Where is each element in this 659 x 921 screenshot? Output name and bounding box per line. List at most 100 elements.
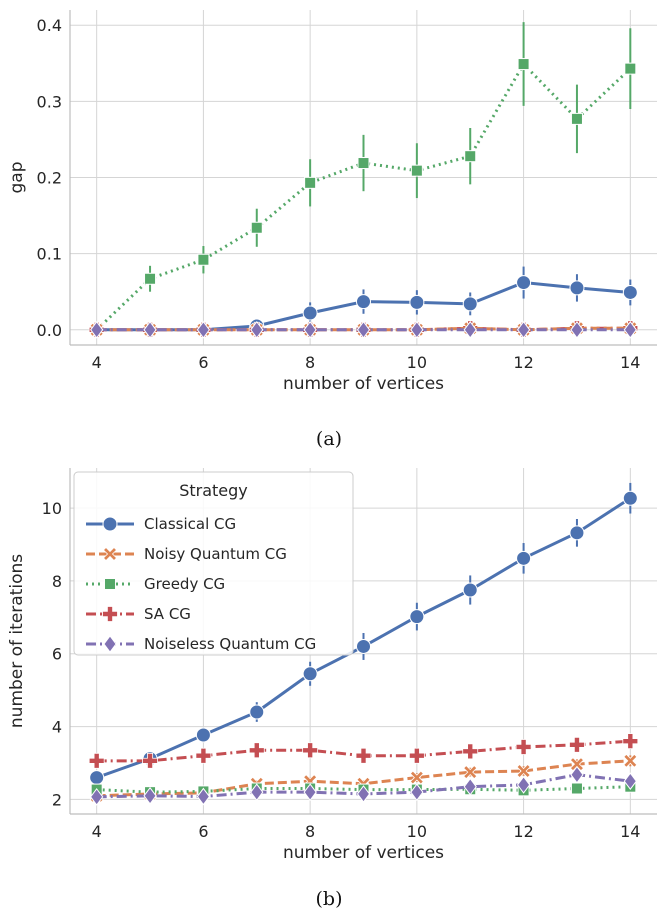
chart-a-plot: 4 6 8 10 12 14 0.0 0.1 0.2 0.3 0.4 number of vertic… (7, 10, 657, 394)
point-classical (302, 666, 318, 682)
point-sa (408, 747, 425, 764)
point-sa (142, 752, 158, 769)
chart-b-plot: 4 6 8 10 12 14 2 4 6 8 10 number of vertices number … (7, 468, 657, 863)
point-noisy (463, 765, 478, 780)
x-tick-label: 4 (92, 353, 102, 372)
point-sa (88, 752, 105, 769)
point-greedy (517, 58, 530, 71)
point-noiseless (196, 320, 211, 339)
point-noiseless (196, 787, 211, 806)
point-sa (462, 743, 479, 760)
y-tick-label: 0.1 (37, 245, 62, 264)
point-noiseless (463, 320, 477, 339)
y-axis-label: gap (7, 162, 27, 194)
legend-box (73, 471, 354, 656)
series-noiseless (90, 320, 637, 339)
legend-entry-greedy: Greedy CG (144, 575, 225, 593)
legend-entry-noiseless: Noiseless Quantum CG (144, 635, 316, 653)
point-noiseless (303, 320, 317, 339)
point-greedy (250, 221, 263, 234)
point-noiseless (570, 320, 584, 339)
x-tick-label: 12 (513, 822, 533, 841)
y-tick-label: 0.2 (37, 169, 62, 188)
point-classical (249, 704, 265, 720)
point-sa (569, 736, 585, 753)
point-greedy (357, 157, 370, 170)
point-noiseless (90, 788, 104, 806)
point-sa (515, 739, 532, 755)
point-sa (622, 733, 639, 750)
point-classical (569, 280, 585, 296)
point-sa (248, 742, 265, 759)
y-tick-label: 0.4 (37, 16, 62, 35)
point-noiseless (570, 765, 584, 784)
point-classical (569, 525, 585, 541)
point-sa (195, 747, 212, 764)
legend-entry-sa: SA CG (144, 605, 191, 623)
point-noisy (569, 757, 585, 772)
y-tick-label: 4 (52, 718, 62, 737)
legend-marker-greedy (104, 578, 116, 590)
y-tick-label: 8 (52, 572, 62, 591)
caption-b: (b) (316, 888, 343, 910)
y-tick-label: 6 (52, 645, 62, 664)
point-classical (302, 305, 318, 321)
point-classical (409, 294, 425, 310)
point-noisy (409, 770, 424, 785)
x-tick-label: 12 (513, 353, 533, 372)
series-sa (88, 733, 639, 769)
point-classical (195, 727, 211, 743)
legend-marker-classical (102, 516, 118, 532)
point-sa (302, 742, 319, 759)
x-tick-label: 14 (620, 822, 640, 841)
iterations-chart: 4 6 8 10 12 14 2 4 6 8 10 number of vertices number … (7, 468, 657, 910)
point-classical (409, 609, 425, 625)
legend-marker-noisy (102, 546, 118, 562)
gap-chart: 4 6 8 10 12 14 0.0 0.1 0.2 0.3 0.4 number of vertic… (7, 10, 657, 450)
point-classical (356, 638, 371, 654)
point-noiseless (410, 783, 424, 801)
x-tick-label: 14 (620, 353, 640, 372)
legend-title: Strategy (179, 481, 248, 500)
point-noiseless (623, 772, 637, 791)
point-greedy (570, 782, 583, 795)
legend-entry-noisy: Noisy Quantum CG (144, 545, 287, 563)
x-tick-label: 10 (407, 822, 427, 841)
point-noiseless (410, 320, 424, 339)
point-greedy (144, 272, 157, 285)
point-noiseless (516, 320, 531, 339)
point-classical (356, 294, 371, 310)
y-tick-label: 10 (42, 499, 62, 518)
point-classical (622, 490, 638, 506)
point-greedy (304, 176, 317, 189)
point-noiseless (356, 320, 371, 339)
series-line-greedy (96, 785, 631, 794)
point-greedy (197, 253, 210, 266)
point-classical (516, 550, 532, 566)
point-noiseless (143, 786, 157, 805)
caption-a: (a) (316, 428, 342, 450)
x-axis-label: number of vertices (283, 374, 444, 394)
point-classical (516, 275, 532, 291)
series-noiseless (90, 765, 637, 806)
point-greedy (464, 150, 477, 163)
point-sa (355, 747, 372, 764)
x-tick-label: 4 (92, 822, 102, 841)
point-noisy (516, 763, 531, 779)
x-tick-label: 8 (305, 353, 315, 372)
y-tick-label: 0.3 (37, 92, 62, 111)
point-classical (462, 296, 478, 312)
point-noiseless (303, 783, 317, 801)
legend-marker-noiseless (103, 635, 117, 653)
legend: Strategy Classical CG Noisy Quantum CG Gree… (73, 471, 354, 656)
x-tick-label: 8 (305, 822, 315, 841)
y-tick-label: 0.0 (37, 321, 62, 340)
y-axis-label: number of iterations (7, 554, 27, 728)
legend-marker-sa (102, 606, 118, 622)
point-noiseless (250, 320, 264, 339)
point-noiseless (90, 320, 104, 339)
legend-entry-classical: Classical CG (144, 515, 236, 533)
point-noiseless (250, 783, 264, 801)
point-noiseless (356, 785, 371, 803)
point-greedy (410, 164, 423, 177)
